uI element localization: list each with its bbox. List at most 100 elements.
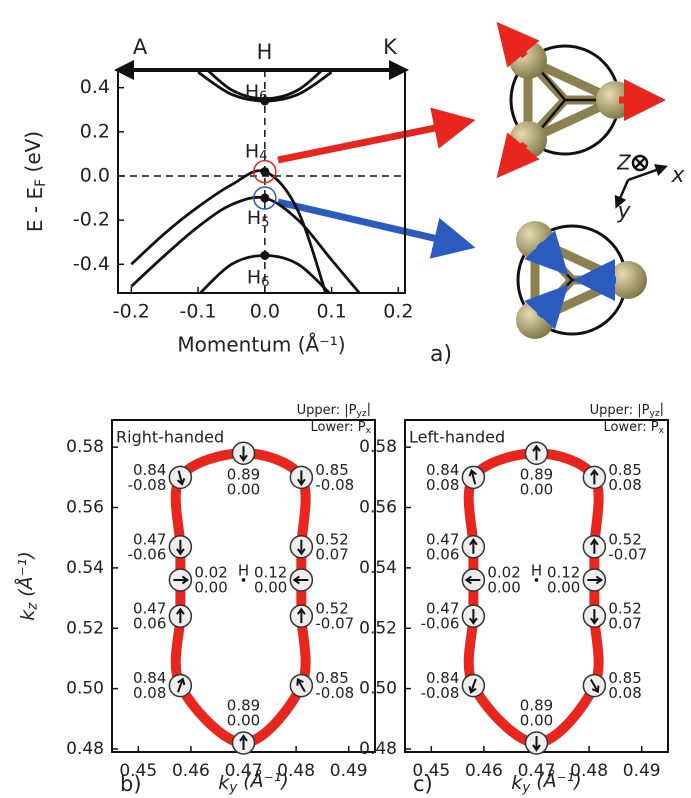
legend-entry-part: yz — [356, 409, 366, 419]
lower-value-label: -0.06 — [128, 545, 167, 563]
y-axis-label-part: F — [33, 179, 49, 187]
x-tick-label: -0.1 — [180, 301, 217, 323]
pointer-arrow — [277, 198, 476, 259]
spin-arrow-shape — [297, 539, 306, 556]
x-axis-label-part: (Å⁻¹) — [237, 769, 289, 792]
lower-value-label: 0.00 — [194, 578, 227, 596]
point-label: H6 — [247, 266, 270, 290]
path-label: A — [133, 35, 148, 59]
spin-arrow-shape — [297, 607, 306, 624]
spin-arrow — [469, 609, 478, 625]
x-tick-label: 0.48 — [277, 761, 315, 781]
upper-value-label: 0.85 — [608, 669, 641, 687]
spin-arrow-shape — [590, 468, 599, 485]
x-tick-label: -0.2 — [113, 301, 150, 323]
legend-entry-part: Lower: P — [311, 420, 366, 435]
spin-arrow-shape — [469, 538, 478, 554]
spin-arrow-shape — [176, 607, 185, 624]
upper-value-label: 0.89 — [227, 466, 260, 484]
lower-value-label: 0.07 — [608, 615, 641, 633]
spin-arrow-shape — [532, 735, 541, 752]
lower-value-label: 0.00 — [227, 711, 260, 729]
lower-value-label: 0.00 — [547, 578, 580, 596]
spin-arrow-shape — [590, 538, 599, 554]
pointer-arrow — [277, 107, 476, 164]
legend-entry-part: x — [659, 426, 665, 436]
y-tick-label: 0.50 — [66, 679, 104, 699]
x-axis-label: ky (Å⁻¹) — [511, 769, 581, 796]
spin-arrow — [589, 679, 600, 694]
y-tick-label: 0.56 — [66, 498, 104, 518]
spin-arrow — [177, 677, 186, 693]
upper-value-label: 0.12 — [254, 563, 287, 581]
panel-label: c) — [413, 772, 433, 796]
y-axis-label-part: E - E — [23, 187, 47, 232]
spin-arrow-shape — [590, 609, 599, 625]
spin-arrow — [239, 734, 248, 750]
legend-entry-part: | — [660, 401, 664, 416]
upper-value-label: 0.47 — [426, 600, 459, 618]
legend-entry-part: Lower: P — [604, 420, 659, 435]
x-tick-label: 0.47 — [518, 761, 556, 781]
spin-arrow-shape — [296, 678, 306, 693]
spin-arrow — [297, 539, 306, 556]
point-label-part: 4 — [259, 149, 267, 164]
lower-value-label: 0.00 — [254, 578, 287, 596]
h-point — [241, 578, 246, 582]
legend-entry: Upper: |Pyz| — [297, 401, 371, 419]
lower-value-label: 0.08 — [133, 684, 166, 702]
y-tick-label: 0.54 — [359, 558, 397, 578]
spin-arrow-shape — [297, 470, 306, 487]
lower-value-label: 0.08 — [608, 684, 641, 702]
upper-value-label: 0.02 — [487, 563, 520, 581]
spin-arrow — [587, 575, 604, 585]
legend-entry: Lower: Px — [604, 420, 665, 436]
y-axis-label-part: (Å⁻¹) — [14, 551, 37, 603]
band-point — [260, 250, 270, 260]
h-label: H — [238, 561, 249, 579]
upper-value-label: 0.52 — [315, 600, 348, 618]
y-tick-label: -0.4 — [73, 253, 110, 275]
legend-entry-part: yz — [649, 409, 659, 419]
atom-diagram — [516, 221, 647, 339]
panel-title: Left-handed — [409, 428, 505, 447]
upper-value-label: 0.89 — [520, 466, 553, 484]
point-label-part: H — [245, 80, 259, 102]
y-axis-label: E - EF (eV) — [20, 131, 49, 232]
highlight-ring — [253, 186, 277, 210]
spin-arrow — [590, 609, 599, 625]
lower-value-label: 0.08 — [426, 476, 459, 494]
lower-value-label: -0.06 — [421, 615, 460, 633]
point-label-part: 6 — [261, 275, 269, 290]
panel-title: Right-handed — [116, 428, 224, 447]
upper-value-label: 0.12 — [547, 563, 580, 581]
lower-value-label: 0.00 — [227, 481, 260, 499]
y-tick-label: 0.58 — [359, 437, 397, 457]
x-tick-label: 0.2 — [383, 301, 413, 323]
y-tick-label: 0.52 — [66, 618, 104, 638]
legend-entry: Upper: |Pyz| — [590, 401, 664, 419]
upper-value-label: 0.02 — [194, 563, 227, 581]
spin-arrow — [297, 607, 306, 624]
x-axis-label-part: (Å⁻¹) — [530, 769, 582, 792]
path-label: K — [383, 35, 398, 59]
point-label-part: 6 — [259, 90, 267, 105]
point-label-part: H — [247, 207, 261, 229]
point-label-part: H — [247, 266, 261, 288]
y-tick-label: 0.2 — [80, 120, 110, 142]
point-label: H6 — [245, 80, 268, 104]
y-tick-label: 0.58 — [66, 437, 104, 457]
spin-arrow-shape — [464, 575, 481, 585]
band-line — [130, 169, 327, 293]
y-tick-label: 0.54 — [66, 558, 104, 578]
atom-diagram — [496, 21, 666, 179]
legend-entry-part: | — [367, 401, 371, 416]
lower-value-label: 0.00 — [487, 578, 520, 596]
lower-value-label: -0.07 — [608, 545, 647, 563]
y-tick-label: 0.0 — [80, 164, 110, 186]
h-label: H — [531, 561, 542, 579]
spin-arrow-shape — [468, 678, 477, 694]
upper-value-label: 0.52 — [608, 600, 641, 618]
spin-arrow — [239, 446, 248, 462]
y-tick-label: 0.50 — [359, 679, 397, 699]
